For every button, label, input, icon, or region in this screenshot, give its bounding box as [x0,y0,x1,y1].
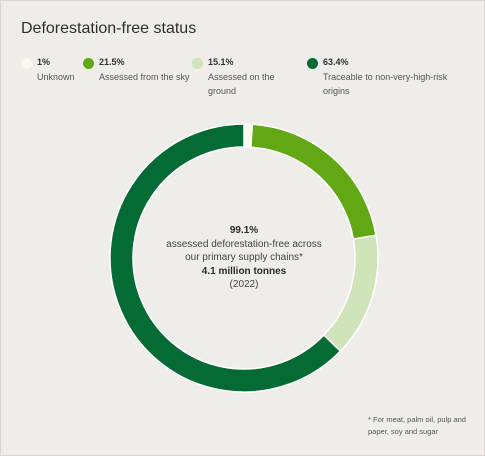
legend-swatch [192,58,203,69]
legend-percent: 21.5% [99,57,125,67]
chart-title: Deforestation-free status [21,20,197,37]
legend-label: Assessed on the ground [208,72,275,96]
center-text-line: assessed deforestation-free across [166,238,322,250]
legend-percent: 1% [37,57,51,67]
donut-slice-traceable-to-non-very-high-risk-origins [109,123,342,393]
legend-label: Assessed from the sky [99,72,190,82]
donut-slice-assessed-from-the-sky [250,123,377,240]
legend-percent: 63.4% [323,57,349,67]
center-percent: 99.1% [229,225,259,236]
footnote: * For meat, palm oil, pulp and paper, so… [368,415,466,436]
center-year: (2022) [229,279,259,290]
legend-label: Unknown [37,72,75,82]
legend-label: Traceable to non-very-high-risk origins [323,72,448,96]
legend-swatch [307,58,318,69]
center-summary: 99.1% assessed deforestation-free across… [134,224,354,292]
legend-percent: 15.1% [208,57,234,67]
legend-swatch [21,58,32,69]
center-tonnes: 4.1 million tonnes [201,265,287,277]
legend-swatch [83,58,94,69]
center-text-line: our primary supply chains* [185,252,303,263]
